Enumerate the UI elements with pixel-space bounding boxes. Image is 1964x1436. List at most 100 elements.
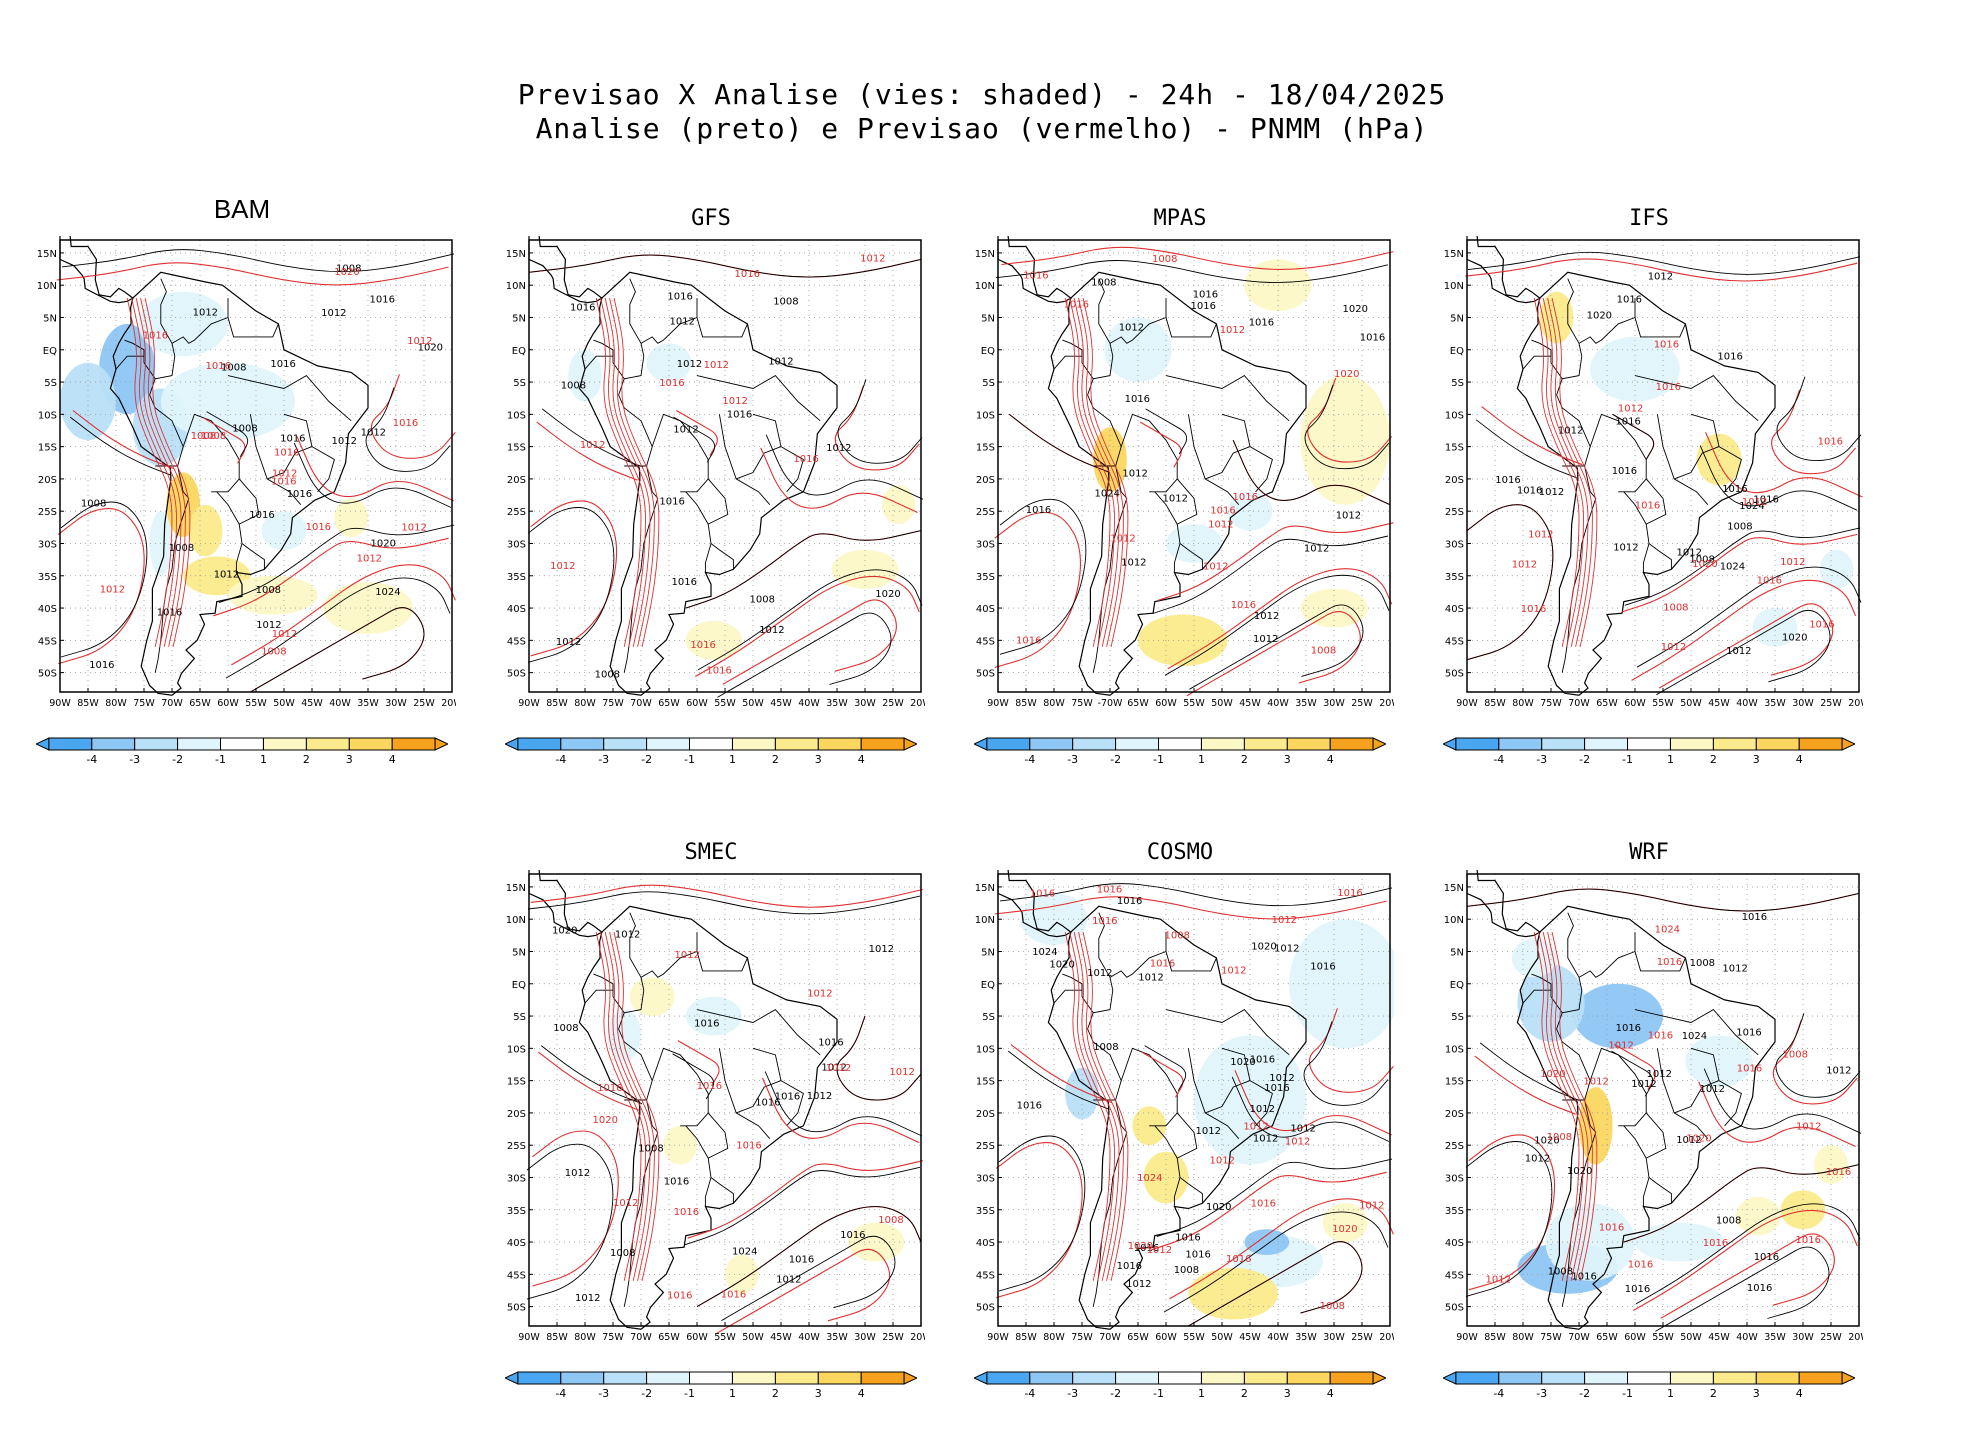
analysis-contour-label: 1016 (370, 294, 395, 305)
country-border (1550, 983, 1563, 1014)
bias-patch (334, 498, 369, 538)
lon-tick-label: 90W (1456, 698, 1478, 709)
lon-tick-label: 25W (1351, 1332, 1373, 1343)
forecast-isobar (1772, 1019, 1858, 1105)
lat-tick-label: EQ (1450, 346, 1464, 357)
forecast-contour-label: 1012 (580, 440, 605, 451)
colorbar-segment (1670, 737, 1714, 751)
colorbar-tick-label: 3 (346, 753, 353, 766)
analysis-isobar (1611, 1050, 1654, 1097)
lon-tick-label: 85W (546, 1332, 568, 1343)
forecast-contour-label: 1012 (889, 1067, 914, 1078)
analysis-contour-label: 1012 (759, 625, 784, 636)
andes-forecast-isobar (1078, 298, 1124, 647)
colorbar-segment (1286, 1371, 1331, 1385)
analysis-isobar (999, 883, 1393, 907)
colorbar-segment (1670, 1371, 1714, 1385)
analysis-contour-label: 1020 (418, 342, 443, 353)
analysis-contour-label: 1016 (840, 1230, 865, 1241)
bias-patch (1143, 1151, 1189, 1204)
country-border (629, 912, 642, 978)
lon-tick-label: 55W (1183, 698, 1205, 709)
analysis-contour-label: 1012 (1613, 543, 1638, 554)
analysis-contour-label: 1016 (1360, 332, 1385, 343)
lon-tick-label: 85W (77, 698, 99, 709)
lon-tick-label: 90W (518, 698, 540, 709)
lon-tick-label: 90W (518, 1332, 540, 1343)
lon-tick-label: 85W (1015, 1332, 1037, 1343)
lon-tick-label: 70W (1568, 1332, 1590, 1343)
bias-shading (1093, 259, 1390, 667)
lat-tick-label: 15N (506, 883, 526, 894)
colorbar-tick-label: -4 (1024, 753, 1035, 766)
isobars (994, 883, 1394, 1327)
lon-tick-label: 65W (189, 698, 211, 709)
colorbar-tick-label: 1 (729, 753, 736, 766)
colorbar-segment (1712, 737, 1757, 751)
analysis-isobar (673, 416, 716, 463)
colorbar-segment (134, 737, 179, 751)
bias-patch (725, 1254, 759, 1294)
analysis-contour-label: 1008 (1727, 521, 1752, 532)
lon-tick-label: 55W (1652, 698, 1674, 709)
lat-tick-label: 5N (1450, 948, 1464, 959)
analysis-isobar (765, 434, 924, 500)
country-border (1154, 1125, 1178, 1159)
forecast-contour-label: 1016 (1628, 1260, 1653, 1271)
colorbar-segment (1115, 737, 1160, 751)
analysis-isobar (225, 577, 451, 679)
analysis-contour-label: 1020 (875, 589, 900, 600)
analysis-contour-label: 1012 (1163, 493, 1188, 504)
lon-tick-label: 45W (301, 698, 323, 709)
analysis-contour-label: 1016 (1249, 317, 1274, 328)
bias-patch (607, 1009, 641, 1062)
analysis-contour-label: 1008 (1716, 1216, 1741, 1227)
lat-tick-label: 10S (1445, 410, 1464, 421)
country-border (704, 1177, 712, 1207)
colorbar-segment (1798, 1371, 1843, 1385)
analysis-contour-label: 1016 (89, 660, 114, 671)
analysis-contour-label: 1024 (732, 1247, 757, 1258)
forecast-contour-label: 1008 (1152, 254, 1177, 265)
analysis-contour-label: 1016 (664, 1177, 689, 1188)
analysis-isobar (1156, 1158, 1393, 1238)
andes-forecast-isobar (613, 298, 660, 647)
forecast-contour-label: 1016 (1757, 576, 1782, 587)
lat-tick-label: 10S (976, 410, 995, 421)
analysis-contour-label: 1012 (1676, 1135, 1701, 1146)
colorbar-tick-label: 2 (1710, 753, 1717, 766)
colorbar-segment (732, 1371, 776, 1385)
lat-tick-label: 45S (1445, 636, 1464, 647)
country-border (1165, 317, 1217, 338)
colorbar-segment (1072, 1371, 1117, 1385)
south-america-coast (109, 271, 369, 696)
forecast-isobar (695, 575, 920, 677)
bias-patch (1300, 375, 1390, 505)
lon-tick-label: 85W (1484, 698, 1506, 709)
forecast-contour-label: 1020 (593, 1115, 618, 1126)
analysis-contour-label: 1012 (670, 317, 695, 328)
lon-tick-label: 40W (798, 1332, 820, 1343)
country-border (1173, 1177, 1181, 1207)
lon-tick-label: 25W (413, 698, 435, 709)
colorbar-tick-label: -1 (684, 753, 695, 766)
lat-tick-label: 10S (38, 410, 57, 421)
lat-tick-label: 20S (976, 1109, 995, 1120)
bias-patch (1696, 433, 1742, 486)
forecast-contour-label: 1012 (272, 469, 297, 480)
forecast-isobar (1466, 504, 1554, 661)
lat-tick-label: 15S (38, 443, 57, 454)
forecast-contour-label: 1016 (1521, 604, 1546, 615)
lat-tick-label: 15N (975, 249, 995, 260)
analysis-isobar (1163, 1211, 1389, 1313)
lat-tick-label: 40S (976, 604, 995, 615)
country-border (736, 1047, 782, 1114)
lat-tick-label: 20S (507, 1109, 526, 1120)
forecast-contour-label: 1012 (1359, 1200, 1384, 1211)
country-border (1173, 543, 1181, 573)
analysis-contour-label: 1012 (1336, 510, 1361, 521)
lat-tick-label: 15S (507, 443, 526, 454)
contour-labels: 1012101210161012100810121016101210121016… (1017, 884, 1385, 1312)
analysis-contour-label: 1016 (1125, 394, 1150, 405)
south-america-coast (578, 271, 838, 696)
